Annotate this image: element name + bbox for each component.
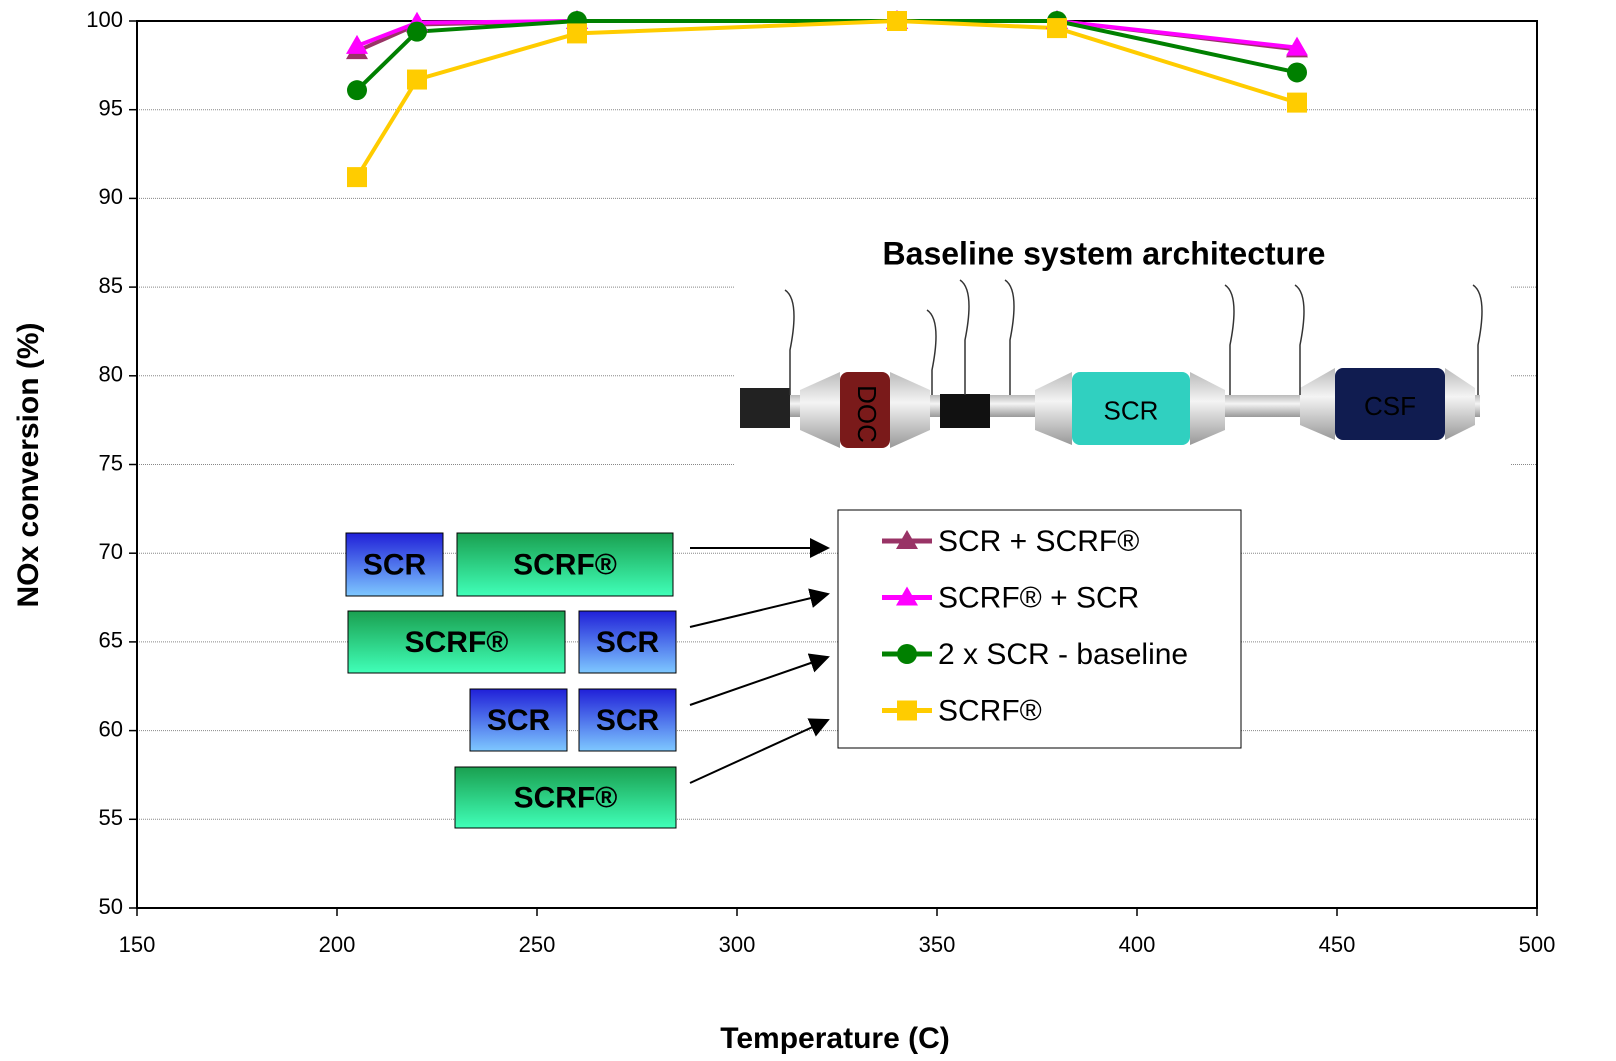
arrow bbox=[690, 657, 828, 705]
y-tick-label: 75 bbox=[99, 450, 123, 475]
config-label: SCRF® bbox=[513, 548, 617, 581]
marker bbox=[347, 80, 367, 100]
x-tick-label: 300 bbox=[719, 932, 756, 957]
config-label: SCR bbox=[596, 626, 660, 659]
marker bbox=[887, 11, 907, 31]
config-label: SCR bbox=[487, 704, 551, 737]
marker bbox=[567, 23, 587, 43]
series-line bbox=[357, 21, 1297, 177]
chart: Temperature (C) NOx conversion (%) 50 55 6… bbox=[0, 0, 1616, 1061]
x-tick-label: 150 bbox=[119, 932, 156, 957]
x-tick-label: 450 bbox=[1319, 932, 1356, 957]
y-tick-label: 70 bbox=[99, 539, 123, 564]
y-tick-label: 50 bbox=[99, 894, 123, 919]
marker bbox=[897, 644, 917, 664]
config-label: SCRF® bbox=[405, 626, 509, 659]
inset-title: Baseline system architecture bbox=[883, 235, 1326, 271]
legend-label: SCRF® bbox=[938, 694, 1042, 727]
config-label: SCR bbox=[363, 548, 427, 581]
x-tick-label: 400 bbox=[1119, 932, 1156, 957]
x-tick-label: 250 bbox=[519, 932, 556, 957]
marker bbox=[407, 22, 427, 42]
config-label: SCRF® bbox=[514, 781, 618, 814]
marker bbox=[1047, 18, 1067, 38]
y-tick-label: 55 bbox=[99, 805, 123, 830]
y-tick-label: 80 bbox=[99, 362, 123, 387]
y-tick-label: 90 bbox=[99, 184, 123, 209]
x-tick-label: 200 bbox=[319, 932, 356, 957]
marker bbox=[407, 70, 427, 90]
x-axis-title: Temperature (C) bbox=[720, 1022, 949, 1055]
catalyst-label: CSF bbox=[1364, 391, 1416, 421]
arrow bbox=[690, 594, 828, 627]
y-tick-label: 65 bbox=[99, 628, 123, 653]
legend-label: SCR + SCRF® bbox=[938, 525, 1139, 558]
config-label: SCR bbox=[596, 704, 660, 737]
y-tick-label: 85 bbox=[99, 273, 123, 298]
inlet bbox=[740, 388, 790, 428]
y-tick-label: 100 bbox=[86, 7, 123, 32]
legend-label: SCRF® + SCR bbox=[938, 581, 1139, 614]
marker bbox=[347, 167, 367, 187]
y-axis-title: NOx conversion (%) bbox=[12, 322, 45, 607]
y-tick-label: 60 bbox=[99, 716, 123, 741]
x-tick-label: 500 bbox=[1519, 932, 1556, 957]
marker bbox=[1287, 62, 1307, 82]
catalyst-label: DOC bbox=[852, 385, 882, 443]
y-tick-label: 95 bbox=[99, 96, 123, 121]
arrow bbox=[690, 720, 828, 783]
marker bbox=[1287, 93, 1307, 113]
mixer bbox=[940, 394, 990, 428]
legend-label: 2 x SCR - baseline bbox=[938, 638, 1188, 671]
x-tick-label: 350 bbox=[919, 932, 956, 957]
marker bbox=[897, 701, 917, 721]
catalyst-label: SCR bbox=[1104, 395, 1159, 425]
